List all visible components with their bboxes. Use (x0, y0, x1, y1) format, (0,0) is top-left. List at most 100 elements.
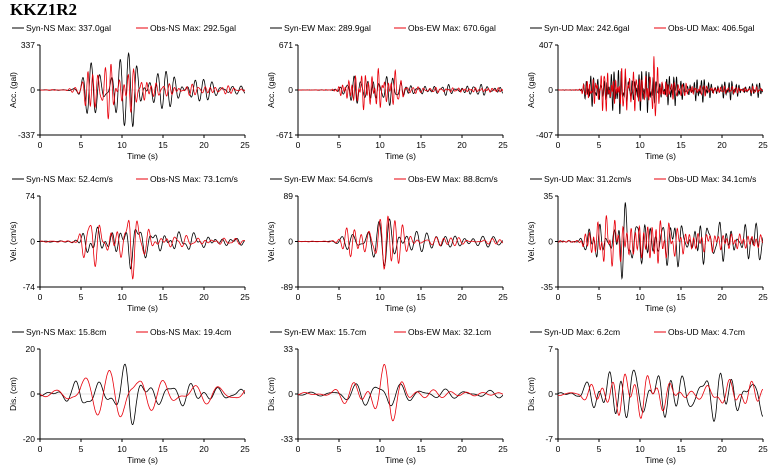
y-axis-label: Acc. (gal) (526, 72, 536, 108)
x-tick-label: 25 (498, 292, 508, 302)
y-axis-label: Acc. (gal) (266, 72, 276, 108)
x-tick-label: 20 (457, 292, 467, 302)
figure-title: KKZ1R2 (10, 0, 78, 19)
legend-label: Obs-NS Max: 292.5gal (150, 23, 236, 33)
x-tick-label: 20 (199, 444, 209, 454)
x-tick-label: 0 (38, 444, 43, 454)
x-tick-label: 25 (240, 292, 250, 302)
x-tick-label: 20 (717, 292, 727, 302)
legend-label: Obs-UD Max: 34.1cm/s (668, 174, 756, 184)
y-tick-label: 89 (284, 191, 294, 201)
y-tick-label: 0 (30, 389, 35, 399)
y-tick-label: 0 (288, 389, 293, 399)
y-tick-label: 0 (548, 85, 553, 95)
x-tick-label: 15 (676, 140, 686, 150)
y-tick-label: -337 (18, 130, 35, 140)
x-tick-label: 0 (556, 444, 561, 454)
x-tick-label: 5 (79, 140, 84, 150)
x-tick-label: 10 (375, 444, 385, 454)
x-tick-label: 5 (337, 140, 342, 150)
x-axis-label: Time (s) (385, 151, 416, 161)
x-tick-label: 5 (337, 292, 342, 302)
x-tick-label: 10 (375, 140, 385, 150)
x-tick-label: 25 (758, 444, 768, 454)
x-tick-label: 25 (240, 444, 250, 454)
legend-label: Obs-NS Max: 19.4cm (150, 327, 231, 337)
x-tick-label: 0 (296, 444, 301, 454)
x-tick-label: 15 (676, 444, 686, 454)
y-tick-label: 20 (26, 344, 36, 354)
legend-label: Syn-EW Max: 15.7cm (284, 327, 366, 337)
x-axis-label: Time (s) (645, 151, 676, 161)
y-tick-label: 0 (288, 237, 293, 247)
y-axis-label: Vel. (cm/s) (526, 221, 536, 261)
y-axis-label: Acc. (gal) (8, 72, 18, 108)
series-line-obs-ns (40, 369, 245, 418)
x-tick-label: 10 (635, 444, 645, 454)
series-line-obs-ew (298, 363, 503, 422)
y-tick-label: -407 (536, 130, 553, 140)
x-tick-label: 0 (296, 140, 301, 150)
x-tick-label: 15 (416, 444, 426, 454)
y-axis-label: Dis. (cm) (8, 377, 18, 411)
x-tick-label: 10 (117, 444, 127, 454)
x-axis-label: Time (s) (127, 303, 158, 313)
y-axis-label: Vel. (cm/s) (8, 221, 18, 261)
legend-label: Obs-EW Max: 32.1cm (408, 327, 491, 337)
x-tick-label: 5 (337, 444, 342, 454)
x-tick-label: 10 (117, 292, 127, 302)
x-tick-label: 15 (416, 292, 426, 302)
series-line-obs-ew (298, 67, 503, 111)
legend-label: Obs-EW Max: 670.6gal (408, 23, 496, 33)
y-tick-label: -35 (541, 282, 554, 292)
x-tick-label: 0 (38, 292, 43, 302)
x-tick-label: 15 (158, 444, 168, 454)
y-tick-label: 0 (30, 85, 35, 95)
y-tick-label: 0 (548, 389, 553, 399)
y-axis-label: Dis. (cm) (526, 377, 536, 411)
x-tick-label: 15 (676, 292, 686, 302)
legend-label: Syn-EW Max: 289.9gal (284, 23, 371, 33)
y-tick-label: 0 (548, 237, 553, 247)
y-tick-label: 7 (548, 344, 553, 354)
x-tick-label: 5 (597, 292, 602, 302)
legend-label: Syn-UD Max: 6.2cm (544, 327, 620, 337)
y-tick-label: 74 (26, 191, 36, 201)
series-line-obs-ud (558, 215, 763, 267)
x-tick-label: 10 (117, 140, 127, 150)
series-line-syn-ud (558, 202, 763, 280)
x-tick-label: 5 (597, 444, 602, 454)
x-tick-label: 20 (457, 444, 467, 454)
y-axis-label: Vel. (cm/s) (266, 221, 276, 261)
legend-label: Obs-UD Max: 406.5gal (668, 23, 755, 33)
x-tick-label: 25 (758, 140, 768, 150)
x-tick-label: 15 (158, 140, 168, 150)
x-tick-label: 5 (597, 140, 602, 150)
x-tick-label: 25 (498, 140, 508, 150)
legend-label: Syn-NS Max: 15.8cm (26, 327, 106, 337)
x-axis-label: Time (s) (127, 455, 158, 465)
x-tick-label: 0 (296, 292, 301, 302)
y-tick-label: -671 (276, 130, 293, 140)
y-tick-label: 35 (544, 191, 554, 201)
legend-label: Syn-UD Max: 31.2cm/s (544, 174, 631, 184)
series-line-obs-ud (558, 56, 763, 117)
y-tick-label: -7 (545, 434, 553, 444)
x-tick-label: 10 (635, 292, 645, 302)
x-tick-label: 20 (457, 140, 467, 150)
x-tick-label: 20 (199, 140, 209, 150)
series-line-obs-ns (40, 63, 245, 120)
legend-label: Syn-UD Max: 242.6gal (544, 23, 630, 33)
x-tick-label: 0 (38, 140, 43, 150)
legend-label: Obs-NS Max: 73.1cm/s (150, 174, 238, 184)
series-line-obs-ew (298, 215, 503, 270)
x-tick-label: 20 (717, 444, 727, 454)
